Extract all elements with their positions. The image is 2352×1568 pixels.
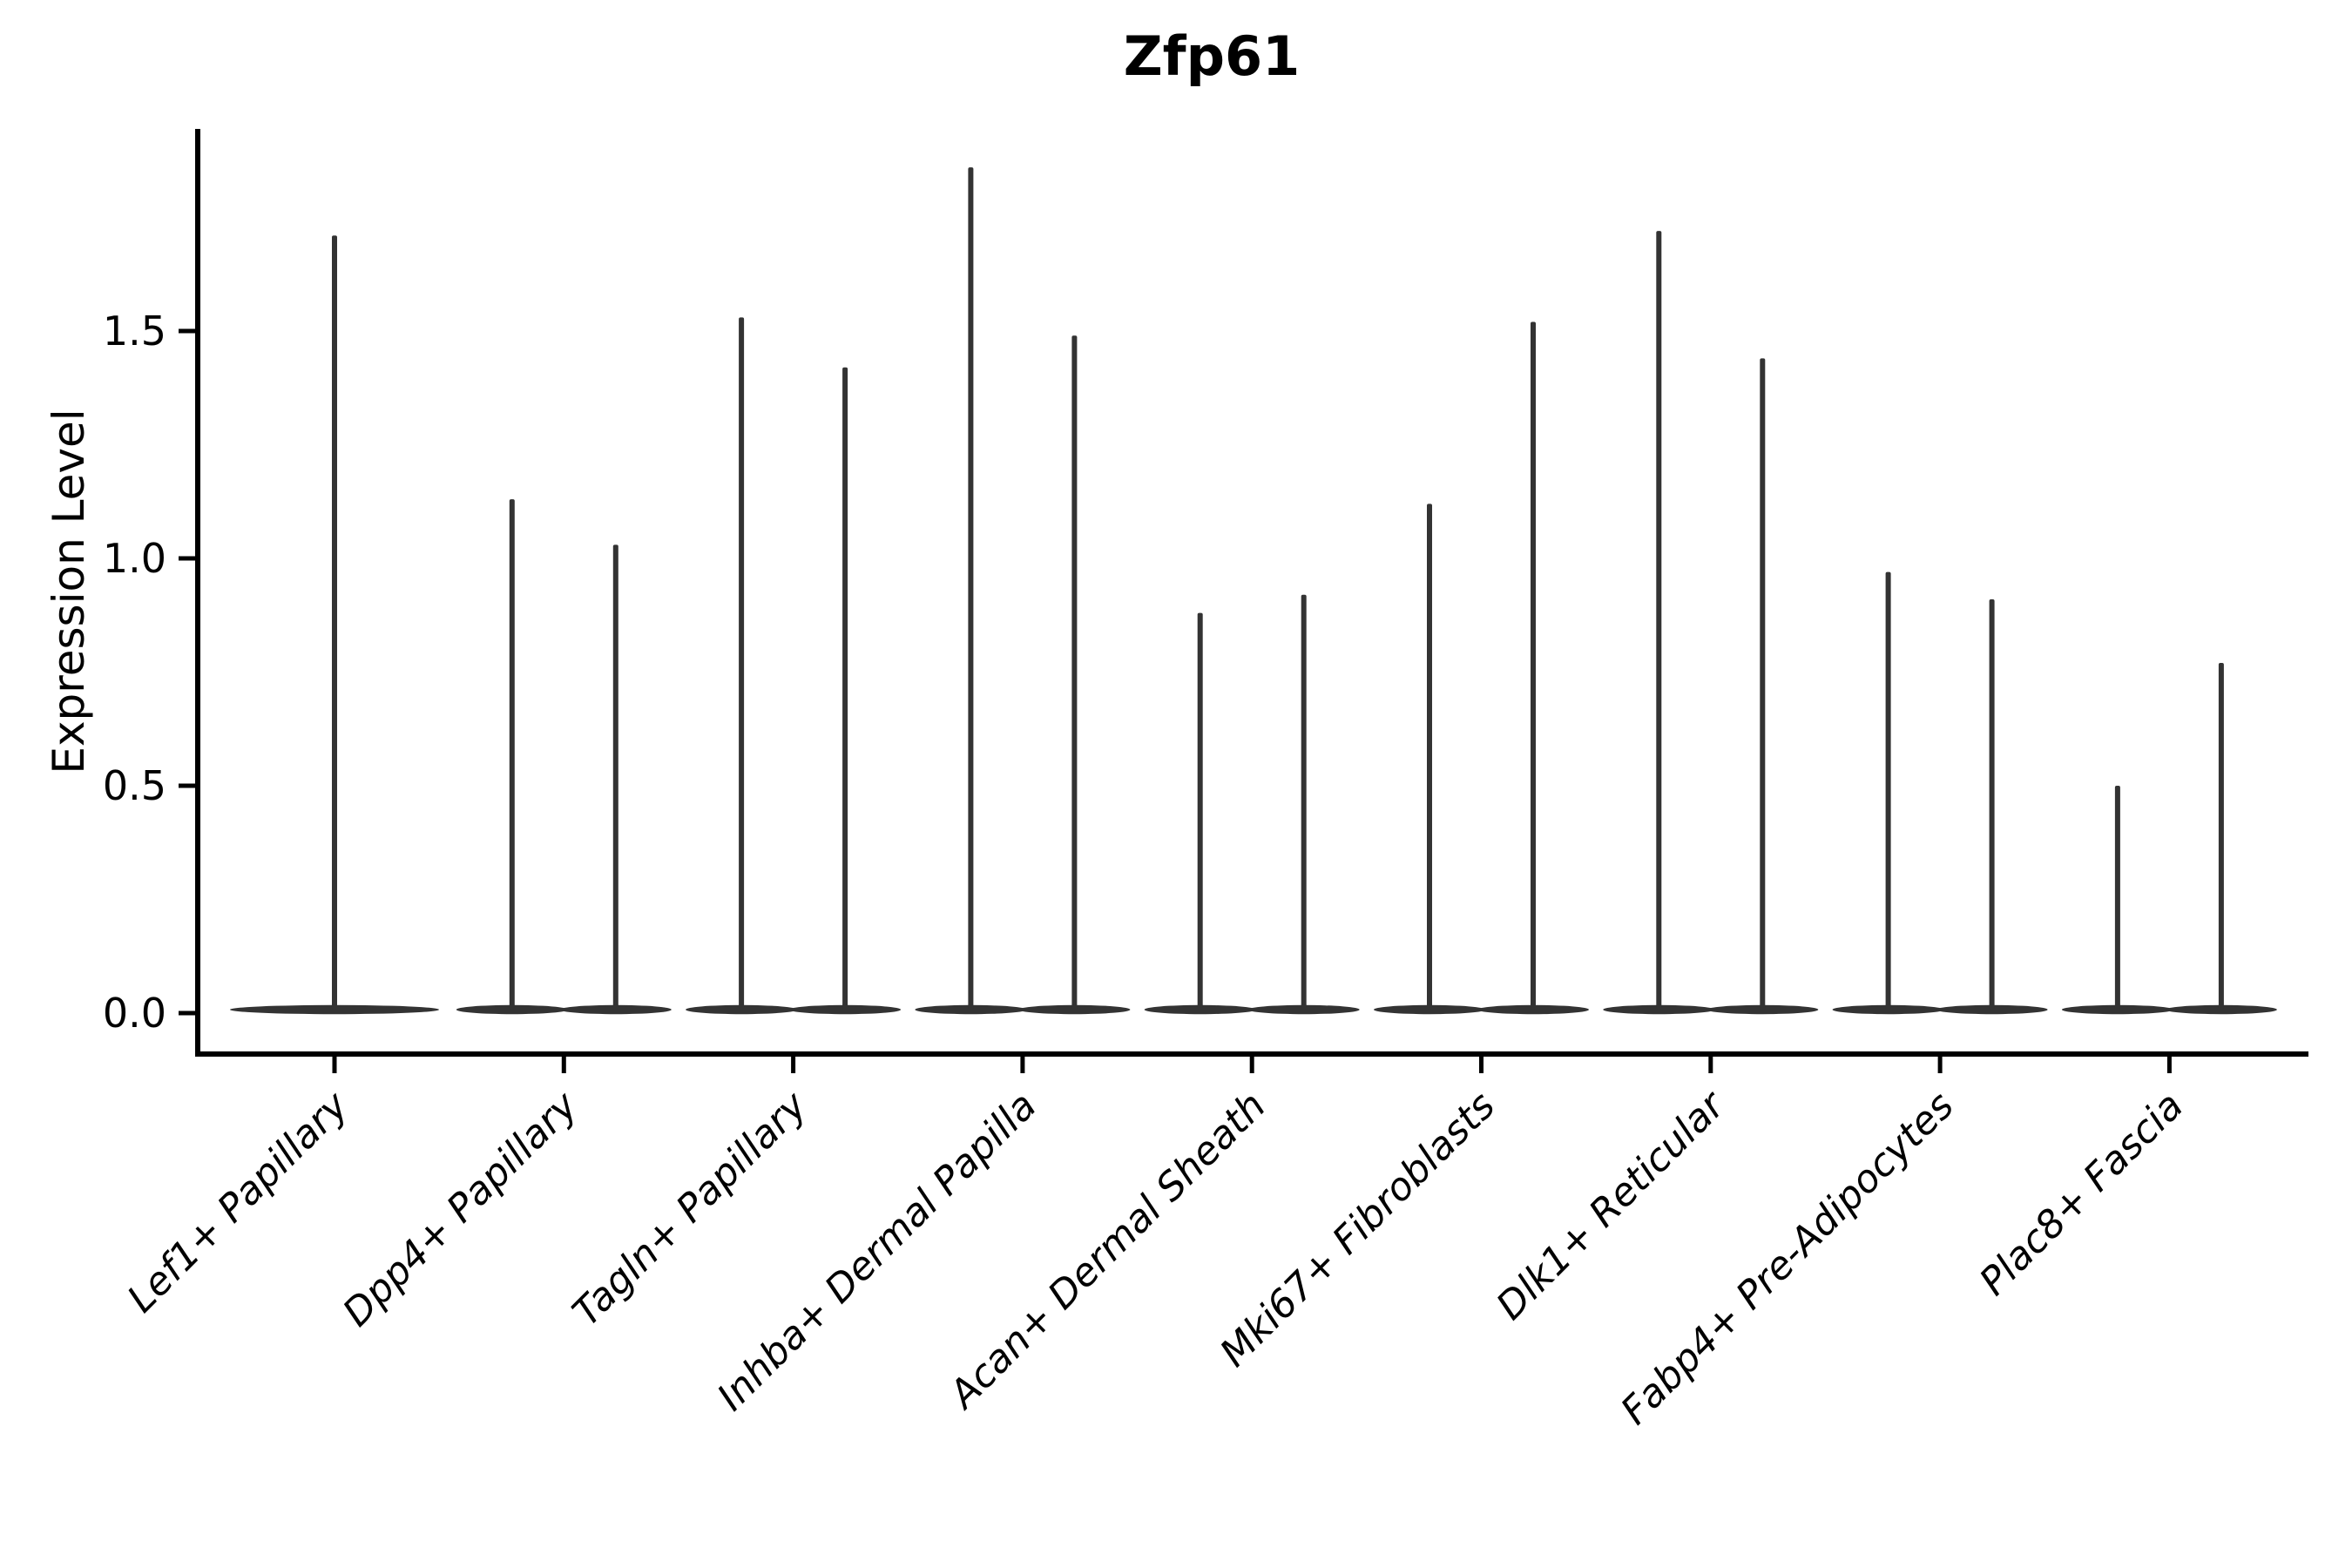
- y-tick-label: 1.0: [103, 535, 166, 582]
- x-category-label: Dlk1+ Reticular: [1488, 1082, 1734, 1328]
- violin-spike: [1197, 612, 1203, 1010]
- x-category-label: Lef1+ Papillary: [119, 1083, 358, 1321]
- violin-spike: [332, 235, 337, 1010]
- x-category-label: Dpp4+ Papillary: [335, 1083, 587, 1335]
- y-tick-label: 0.5: [103, 762, 166, 809]
- x-category-label: Tagln+ Papillary: [564, 1083, 816, 1335]
- violin-spike: [1989, 598, 1995, 1010]
- violin-spike: [612, 544, 618, 1010]
- violin-spike: [1885, 571, 1891, 1010]
- violin-spike: [842, 367, 848, 1010]
- violin-spike: [509, 499, 515, 1010]
- violin-spike: [1301, 594, 1307, 1010]
- violin-spike: [2114, 786, 2120, 1010]
- chart-title: Zfp61: [1123, 24, 1301, 88]
- violin-spike: [1760, 358, 1766, 1010]
- x-category-label: Plac8+ Fascia: [1971, 1084, 2192, 1304]
- y-tick-label: 0.0: [103, 990, 166, 1037]
- violin-spike: [1656, 231, 1662, 1010]
- violin-spike: [2218, 663, 2224, 1010]
- violin-spike: [1531, 321, 1536, 1010]
- y-tick-label: 1.5: [103, 308, 166, 355]
- violin-spike: [1071, 335, 1078, 1010]
- violin-spike: [739, 317, 745, 1010]
- violin-spike: [1427, 504, 1432, 1010]
- violin-spike: [968, 167, 974, 1010]
